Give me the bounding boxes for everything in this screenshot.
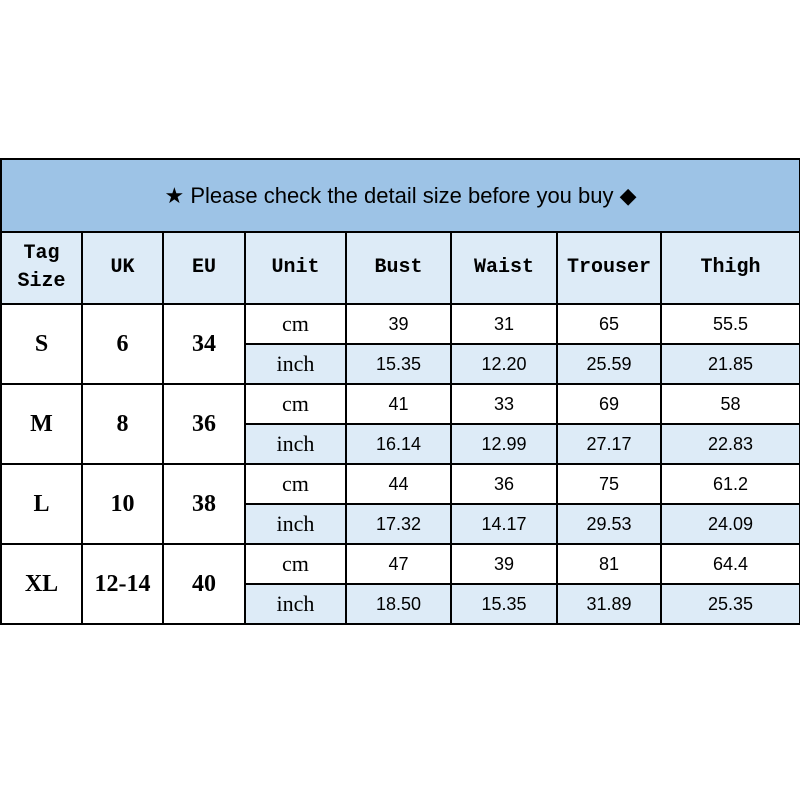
tag-size-cell: S — [0, 303, 83, 385]
diamond-icon: ◆ — [619, 182, 637, 208]
size-chart: ★ Please check the detail size before yo… — [0, 158, 800, 625]
eu-cell: 34 — [162, 303, 246, 385]
header-eu: EU — [162, 231, 246, 305]
table-row: M 8 36 cm 41 33 69 58 — [0, 383, 800, 465]
inch-value: 17.32 — [345, 503, 452, 545]
header-size: Size — [17, 270, 66, 293]
inch-value: 15.35 — [345, 343, 452, 385]
cm-value: 44 — [345, 463, 452, 505]
inch-value: 22.83 — [659, 423, 800, 465]
inch-value: 29.53 — [556, 503, 662, 545]
inch-value: 12.99 — [450, 423, 558, 465]
cm-value: 41 — [345, 383, 452, 425]
header-tag-size: Tag Size — [0, 231, 83, 305]
inch-value: 31.89 — [556, 583, 662, 625]
cm-value: 36 — [450, 463, 558, 505]
uk-cell: 12-14 — [81, 543, 164, 625]
unit-inch: inch — [244, 583, 347, 625]
inch-value: 12.20 — [450, 343, 558, 385]
inch-value: 25.59 — [556, 343, 662, 385]
unit-inch: inch — [244, 423, 347, 465]
star-icon: ★ — [164, 182, 185, 208]
cm-value: 39 — [345, 303, 452, 345]
cm-value: 58 — [659, 383, 800, 425]
size-table: ★ Please check the detail size before yo… — [0, 158, 800, 625]
unit-cm: cm — [244, 463, 347, 505]
inch-value: 24.09 — [659, 503, 800, 545]
cm-value: 61.2 — [659, 463, 800, 505]
cm-value: 81 — [556, 543, 662, 585]
inch-value: 18.50 — [345, 583, 452, 625]
inch-value: 21.85 — [659, 343, 800, 385]
uk-cell: 6 — [81, 303, 164, 385]
title-text: Please check the detail size before you … — [190, 182, 614, 208]
unit-cm: cm — [244, 383, 347, 425]
inch-value: 16.14 — [345, 423, 452, 465]
cm-value: 47 — [345, 543, 452, 585]
header-uk: UK — [81, 231, 164, 305]
cm-value: 75 — [556, 463, 662, 505]
eu-cell: 36 — [162, 383, 246, 465]
header-row: Tag Size UK EU Unit Bust Waist Trouser Th… — [0, 231, 800, 305]
header-waist: Waist — [450, 231, 558, 305]
table-row: XL 12-14 40 cm 47 39 81 64.4 — [0, 543, 800, 625]
unit-cm: cm — [244, 303, 347, 345]
cm-value: 33 — [450, 383, 558, 425]
table-row: L 10 38 cm 44 36 75 61.2 — [0, 463, 800, 545]
cm-value: 31 — [450, 303, 558, 345]
header-bust: Bust — [345, 231, 452, 305]
unit-inch: inch — [244, 343, 347, 385]
tag-size-cell: L — [0, 463, 83, 545]
table-row: inch 16.14 12.99 27.17 22.83 — [1, 423, 800, 465]
cm-value: 64.4 — [659, 543, 800, 585]
inch-value: 27.17 — [556, 423, 662, 465]
title-banner: ★ Please check the detail size before yo… — [0, 158, 800, 233]
header-thigh: Thigh — [659, 231, 800, 305]
cm-value: 69 — [556, 383, 662, 425]
unit-inch: inch — [244, 503, 347, 545]
tag-size-cell: M — [0, 383, 83, 465]
uk-cell: 10 — [81, 463, 164, 545]
table-row: inch 17.32 14.17 29.53 24.09 — [1, 503, 800, 545]
header-tag: Tag — [23, 242, 60, 265]
header-unit: Unit — [244, 231, 347, 305]
table-row: S 6 34 cm 39 31 65 55.5 — [0, 303, 800, 385]
table-row: inch 18.50 15.35 31.89 25.35 — [1, 583, 800, 625]
inch-value: 15.35 — [450, 583, 558, 625]
unit-cm: cm — [244, 543, 347, 585]
header-trouser: Trouser — [556, 231, 662, 305]
eu-cell: 40 — [162, 543, 246, 625]
eu-cell: 38 — [162, 463, 246, 545]
inch-value: 25.35 — [659, 583, 800, 625]
tag-size-cell: XL — [0, 543, 83, 625]
table-row: inch 15.35 12.20 25.59 21.85 — [1, 343, 800, 385]
cm-value: 39 — [450, 543, 558, 585]
cm-value: 55.5 — [659, 303, 800, 345]
inch-value: 14.17 — [450, 503, 558, 545]
cm-value: 65 — [556, 303, 662, 345]
uk-cell: 8 — [81, 383, 164, 465]
